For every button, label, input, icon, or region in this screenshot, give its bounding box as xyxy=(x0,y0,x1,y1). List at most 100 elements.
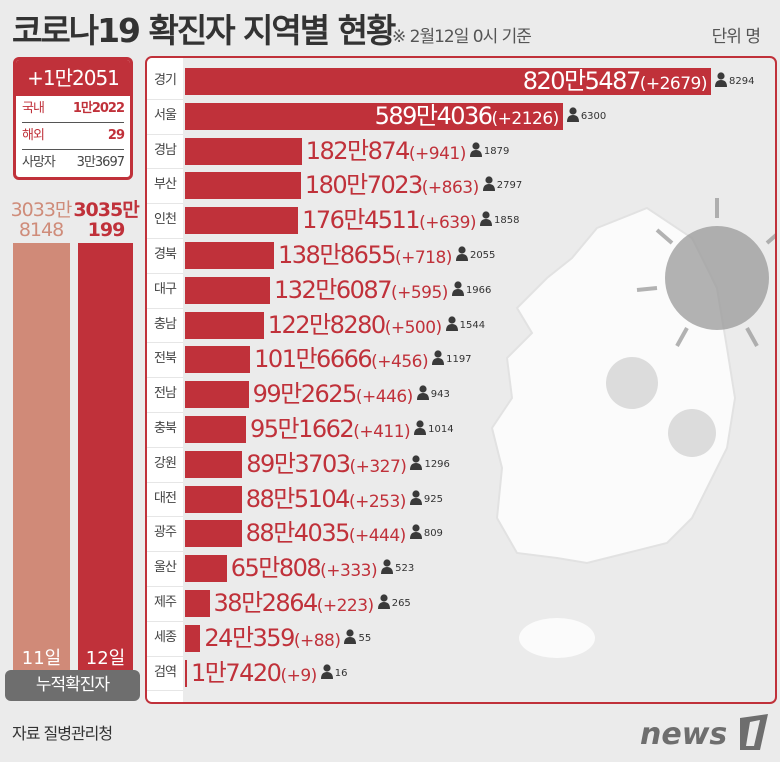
person-icon xyxy=(445,315,458,331)
death-count: 1966 xyxy=(451,277,491,304)
bar-세종 xyxy=(185,624,201,652)
korea-map-illustration xyxy=(490,198,775,658)
cumulative-value: 38만2864 xyxy=(213,589,319,617)
cumulative-value: 88만5104 xyxy=(245,484,351,513)
bar-경기 xyxy=(185,68,711,95)
person-icon xyxy=(409,489,422,505)
bar-경남 xyxy=(185,137,302,165)
death-value: 1197 xyxy=(446,354,472,366)
source-credit: 자료 질병관리청 xyxy=(12,724,113,743)
value-label: 95만1662(+411) xyxy=(250,416,411,446)
death-value: 16 xyxy=(334,667,348,679)
summary-value: 29 xyxy=(107,128,125,143)
death-count: 1858 xyxy=(480,207,520,234)
death-count: 1014 xyxy=(414,416,454,443)
value-line2: 8148 xyxy=(18,219,64,241)
cumulative-value: 65만808 xyxy=(230,554,322,583)
region-label: 대전 xyxy=(147,482,183,518)
virus-icon xyxy=(606,357,658,409)
region-label: 광주 xyxy=(147,516,183,553)
cumulative-value: 1만7420 xyxy=(191,658,282,687)
death-value: 55 xyxy=(358,632,372,644)
region-label: 강원 xyxy=(147,447,183,483)
news1-logo: news xyxy=(640,714,768,752)
virus-icon xyxy=(668,409,716,457)
person-icon xyxy=(480,211,493,227)
bar-인천 xyxy=(185,207,299,235)
increment-value: (+88) xyxy=(293,630,341,651)
bar-전남 xyxy=(185,381,249,409)
summary-label: 국내 xyxy=(22,101,45,116)
increment-value: (+446) xyxy=(355,387,413,408)
person-icon xyxy=(432,350,445,366)
bar-검역 xyxy=(185,659,187,687)
bar-충남 xyxy=(185,311,264,339)
value-label: 176만4511(+639) xyxy=(302,207,476,237)
person-icon xyxy=(469,141,482,157)
region-label: 전남 xyxy=(147,377,183,413)
svg-text:news: news xyxy=(640,717,727,752)
date-basis: ※ 2월12일 0시 기준 xyxy=(392,27,532,47)
value-label: 99만2625(+446) xyxy=(253,381,414,411)
summary-value: 3만3697 xyxy=(76,155,125,170)
increment-value: (+223) xyxy=(316,596,374,616)
increment-value: (+253) xyxy=(348,491,406,512)
value-label: 180만7023(+863) xyxy=(305,172,479,202)
region-label: 인천 xyxy=(147,203,183,239)
value-label: 65만808(+333) xyxy=(230,554,378,585)
death-count: 809 xyxy=(409,520,443,547)
increment-value: (+456) xyxy=(371,352,429,373)
death-count: 943 xyxy=(416,381,450,408)
person-icon xyxy=(455,246,468,261)
person-icon xyxy=(410,455,423,470)
death-value: 1879 xyxy=(483,145,510,157)
person-icon xyxy=(377,594,390,609)
day12-label: 12일 xyxy=(85,648,126,669)
value-label: 88만5104(+253) xyxy=(245,484,407,516)
region-label: 경기 xyxy=(147,64,183,100)
region-label: 검역 xyxy=(147,656,183,692)
death-count: 6300 xyxy=(566,103,606,130)
cumulative-bar-day11 xyxy=(13,243,70,673)
region-label-column xyxy=(147,58,183,702)
death-count: 1197 xyxy=(432,346,472,373)
death-count: 2797 xyxy=(482,172,522,199)
daily-summary-box: +1만2051 국내 1만2022 해외 29 사망자 3만3697 xyxy=(13,57,133,180)
cumulative-caption: 누적확진자 xyxy=(5,670,140,701)
person-icon xyxy=(482,176,495,192)
bar-대구 xyxy=(185,276,270,304)
death-count: 2055 xyxy=(455,242,496,269)
value-line1: 3035만 xyxy=(73,199,139,221)
person-icon xyxy=(414,420,427,435)
cumulative-value: 176만4511 xyxy=(302,206,420,235)
death-count: 1879 xyxy=(469,138,510,165)
region-label: 충북 xyxy=(147,412,183,448)
value-line2: 199 xyxy=(87,219,126,241)
death-count: 523 xyxy=(381,555,414,582)
person-icon xyxy=(715,72,727,87)
increment-value: (+595) xyxy=(390,282,448,303)
cumulative-value: 122만8280 xyxy=(267,310,386,339)
cumulative-bar-day12 xyxy=(78,243,133,673)
summary-row-overseas: 해외 29 xyxy=(22,123,125,150)
death-value: 1858 xyxy=(494,215,520,227)
death-count: 8294 xyxy=(715,68,754,95)
cumulative-day12-value: 3035만 199 xyxy=(73,200,139,240)
death-value: 1296 xyxy=(424,458,450,470)
death-value: 2055 xyxy=(469,250,496,261)
cumulative-value: 24만359 xyxy=(204,623,295,652)
summary-value: 1만2022 xyxy=(72,101,125,116)
value-label: 38만2864(+223) xyxy=(213,589,375,620)
region-label: 부산 xyxy=(147,168,183,205)
bar-경북 xyxy=(185,242,275,269)
death-count: 1544 xyxy=(445,312,485,339)
death-count: 16 xyxy=(320,660,348,687)
summary-label: 사망자 xyxy=(22,155,56,170)
regional-chart-panel: 경기 820만5487(+2679) 8294 서울 589만4036(+2126) 63… xyxy=(145,56,777,704)
cumulative-value: 820만5487 xyxy=(522,67,641,95)
death-value: 265 xyxy=(391,598,411,609)
bar-충북 xyxy=(185,416,246,443)
increment-value: (+411) xyxy=(353,422,411,442)
bar-강원 xyxy=(185,450,243,478)
death-count: 1296 xyxy=(410,451,450,478)
